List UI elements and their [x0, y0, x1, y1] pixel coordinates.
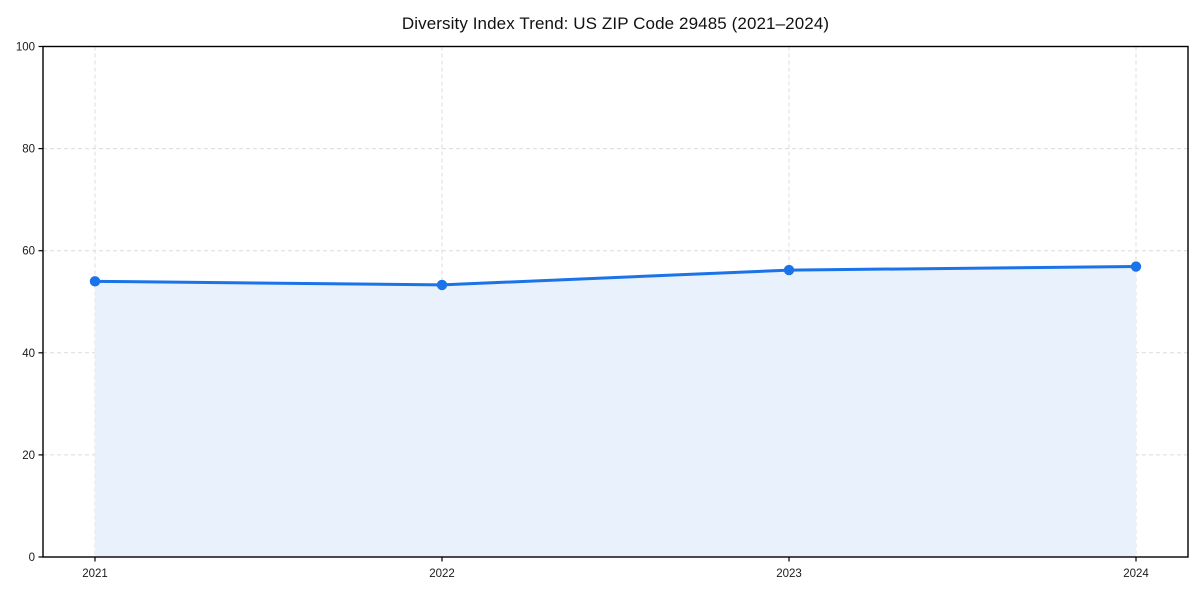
- y-tick-label: 20: [22, 450, 35, 462]
- axis-spines: [42, 45, 1189, 558]
- y-tick-label: 100: [16, 42, 35, 54]
- x-tick-label: 2021: [82, 568, 108, 580]
- y-tick-label: 40: [22, 348, 35, 360]
- y-tick-label: 0: [29, 552, 35, 564]
- data-point: [89, 276, 101, 287]
- x-tick-label: 2024: [1123, 568, 1149, 580]
- x-tick-label: 2023: [776, 568, 802, 580]
- data-point: [436, 279, 448, 291]
- area-fill: [95, 266, 1136, 557]
- y-tick-label: 80: [22, 144, 35, 156]
- data-point: [783, 264, 795, 276]
- y-tick-label: 60: [22, 246, 35, 258]
- x-tick-label: 2022: [429, 568, 455, 580]
- trend-line: [93, 265, 1138, 287]
- data-point: [1130, 261, 1142, 272]
- chart-title: Diversity Index Trend: US ZIP Code 29485…: [401, 14, 830, 33]
